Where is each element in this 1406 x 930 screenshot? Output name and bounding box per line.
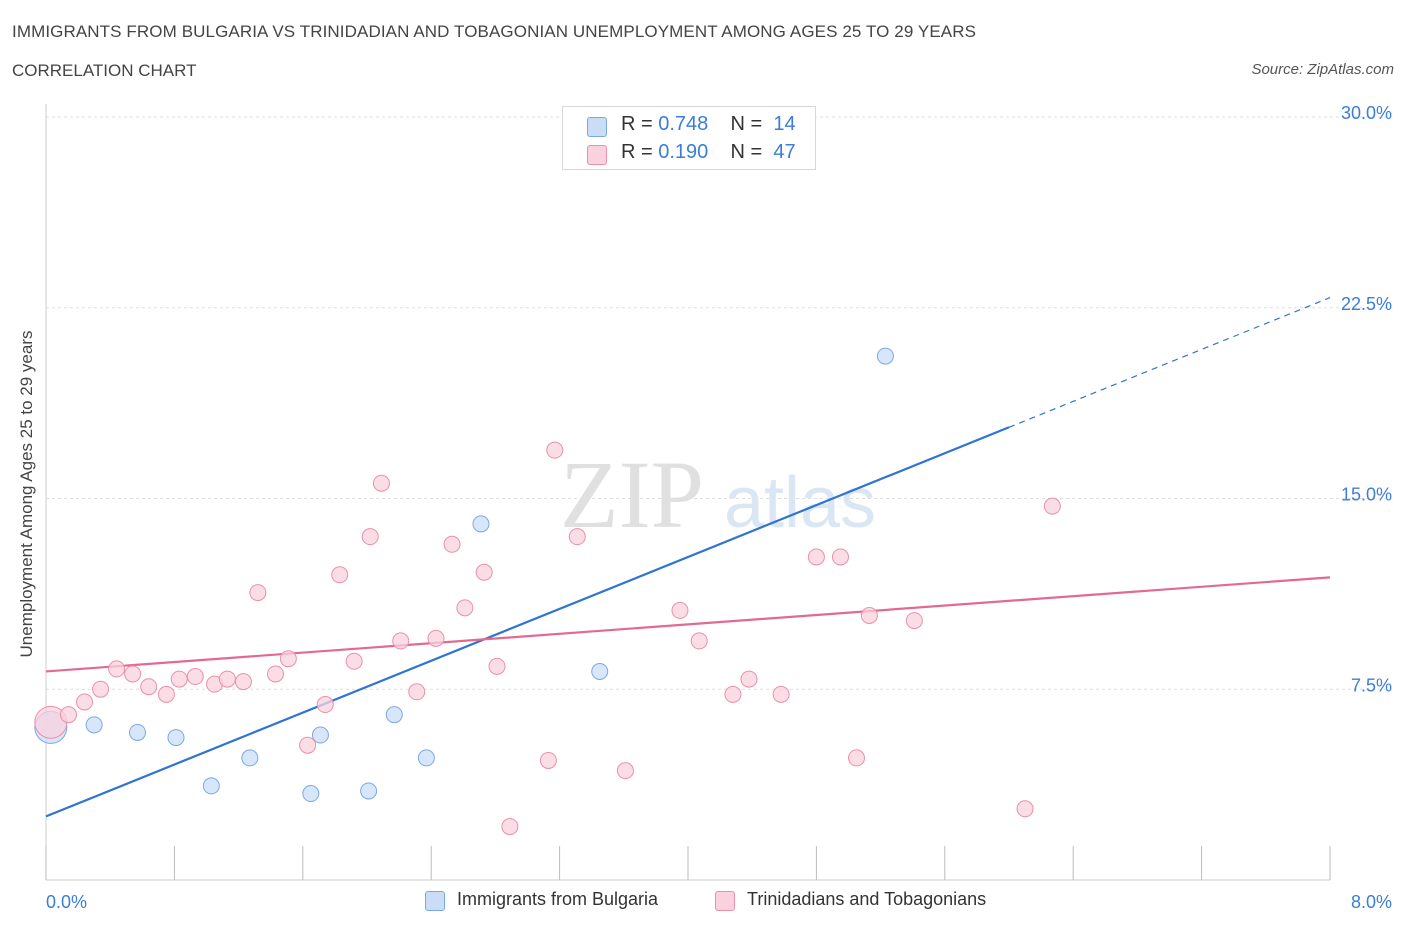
chart-subtitle: CORRELATION CHART (12, 61, 197, 80)
correlation-legend: R = 0.748 N = 14 R = 0.190 N = 47 (562, 106, 816, 170)
trinidad-point-15[interactable] (279, 650, 297, 668)
source-credit: Source: ZipAtlas.com (1251, 61, 1394, 78)
trinidad-point-36[interactable] (690, 632, 708, 650)
trinidad-point-45[interactable] (1016, 800, 1034, 818)
trend-line-1 (45, 576, 1331, 673)
trinidad-point-27[interactable] (475, 563, 493, 581)
data-points (34, 144, 1061, 836)
trinidad-point-37[interactable] (724, 685, 742, 703)
trinidad-point-2[interactable] (76, 693, 94, 711)
trinidad-point-25[interactable] (443, 535, 461, 553)
trinidad-point-26[interactable] (456, 599, 474, 617)
trinidad-point-22[interactable] (392, 632, 410, 650)
trinidad-point-12[interactable] (234, 673, 252, 691)
trend-line-extension-0 (1008, 297, 1331, 428)
legend-n-value: 14 (773, 113, 796, 135)
legend-r-value: 0.190 (658, 141, 709, 163)
legend-r-label: R = (621, 141, 659, 163)
bulgaria-point-6[interactable] (302, 785, 320, 803)
bulgaria-point-10[interactable] (417, 749, 435, 767)
bulgaria-point-13[interactable] (876, 347, 894, 365)
watermark-atlas: atlas (724, 463, 876, 543)
trinidad-point-28[interactable] (488, 657, 506, 675)
trinidad-point-5[interactable] (124, 665, 142, 683)
trinidad-point-42[interactable] (848, 749, 866, 767)
y-tick-label: 15.0% (1341, 485, 1392, 505)
legend-label-bulgaria: Immigrants from Bulgaria (457, 889, 659, 909)
trinidad-point-17[interactable] (316, 696, 334, 714)
trinidad-point-40[interactable] (807, 548, 825, 566)
trend-lines (45, 297, 1331, 818)
trinidad-point-44[interactable] (905, 612, 923, 630)
trinidad-point-24[interactable] (427, 629, 445, 647)
trinidad-point-30[interactable] (539, 751, 557, 769)
bulgaria-point-11[interactable] (472, 515, 490, 533)
chart-title: IMMIGRANTS FROM BULGARIA VS TRINIDADIAN … (12, 22, 977, 41)
x-tick-label: 0.0% (46, 892, 87, 912)
legend-r-label: R = (621, 113, 659, 135)
y-tick-label: 30.0% (1341, 103, 1392, 123)
trinidad-point-9[interactable] (186, 668, 204, 686)
bulgaria-point-9[interactable] (385, 706, 403, 724)
trinidad-point-11[interactable] (218, 670, 236, 688)
bulgaria-point-8[interactable] (360, 782, 378, 800)
legend-n-label: N = (730, 141, 768, 163)
trend-line-0 (45, 426, 1010, 818)
bulgaria-point-3[interactable] (167, 729, 185, 747)
trinidad-point-31[interactable] (546, 441, 564, 459)
trinidad-point-18[interactable] (331, 566, 349, 584)
watermark-zip: ZIP (560, 441, 704, 548)
bulgaria-point-4[interactable] (202, 777, 220, 795)
trinidad-point-8[interactable] (170, 670, 188, 688)
trinidad-point-7[interactable] (157, 685, 175, 703)
trinidad-point-23[interactable] (408, 683, 426, 701)
trinidad-point-16[interactable] (299, 736, 317, 754)
trinidad-point-13[interactable] (249, 584, 267, 602)
axes (45, 104, 1331, 881)
tick-labels: 7.5% 15.0% 22.5% 30.0% 0.0% 8.0% (46, 103, 1392, 912)
trinidad-point-39[interactable] (772, 685, 790, 703)
legend-swatch-bulgaria (587, 117, 607, 137)
trinidad-point-41[interactable] (831, 548, 849, 566)
trinidad-point-14[interactable] (267, 665, 285, 683)
trinidad-point-1[interactable] (59, 706, 77, 724)
gridlines (46, 116, 1392, 690)
trinidad-point-6[interactable] (140, 678, 158, 696)
trinidad-point-46[interactable] (1043, 497, 1061, 515)
legend-label-trinidad: Trinidadians and Tobagonians (747, 889, 987, 909)
trinidad-point-33[interactable] (616, 762, 634, 780)
trinidad-point-21[interactable] (372, 474, 390, 492)
x-tick-label: 8.0% (1351, 892, 1392, 912)
bulgaria-point-5[interactable] (241, 749, 259, 767)
bulgaria-point-1[interactable] (85, 716, 103, 734)
bulgaria-point-7[interactable] (311, 726, 329, 744)
y-tick-label: 22.5% (1341, 294, 1392, 314)
trinidad-point-3[interactable] (92, 680, 110, 698)
bulgaria-point-2[interactable] (128, 723, 146, 741)
legend-n-label: N = (730, 113, 768, 135)
trinidad-point-19[interactable] (345, 652, 363, 670)
legend-swatch-bulgaria (425, 891, 445, 911)
watermark: ZIP atlas (560, 441, 876, 548)
legend-swatch-trinidad (587, 145, 607, 165)
trinidad-point-38[interactable] (740, 670, 758, 688)
trinidad-point-29[interactable] (501, 818, 519, 836)
trinidad-point-4[interactable] (108, 660, 126, 678)
trinidad-point-43[interactable] (860, 606, 878, 624)
legend-swatch-trinidad (715, 891, 735, 911)
y-axis-label: Unemployment Among Ages 25 to 29 years (17, 330, 36, 658)
y-tick-label: 7.5% (1351, 675, 1392, 695)
bulgaria-point-12[interactable] (591, 662, 609, 680)
legend-n-value: 47 (773, 141, 796, 163)
trinidad-point-32[interactable] (568, 528, 586, 546)
trinidad-point-20[interactable] (361, 528, 379, 546)
trinidad-point-35[interactable] (671, 601, 689, 619)
legend-r-value: 0.748 (658, 113, 709, 135)
